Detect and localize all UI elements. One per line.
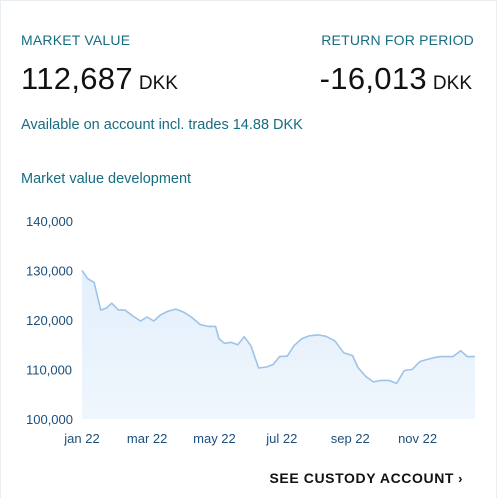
x-tick-label: jan 22 xyxy=(63,431,99,446)
available-on-account: Available on account incl. trades 14.88 … xyxy=(21,117,303,133)
x-tick-label: jul 22 xyxy=(265,431,297,446)
see-custody-account-link[interactable]: SEE CUSTODY ACCOUNT › xyxy=(269,470,463,486)
x-axis: jan 22 mar 22 may 22 jul 22 sep 22 nov 22 xyxy=(63,431,437,446)
market-value-label: MARKET VALUE xyxy=(21,32,131,48)
x-tick-label: sep 22 xyxy=(331,431,370,446)
return-for-period-label: RETURN FOR PERIOD xyxy=(321,32,474,48)
return-currency: DKK xyxy=(432,73,472,94)
y-tick-label: 100,000 xyxy=(26,412,73,427)
y-tick-label: 130,000 xyxy=(26,264,73,279)
chevron-right-icon: › xyxy=(458,471,463,486)
chart-title: Market value development xyxy=(21,171,192,187)
y-axis: 100,000 110,000 120,000 130,000 140,000 xyxy=(26,214,73,427)
plot-area xyxy=(81,270,475,419)
market-value-amount: 112,687 xyxy=(21,61,133,96)
market-value-area xyxy=(82,270,475,419)
see-custody-account-label: SEE CUSTODY ACCOUNT xyxy=(269,470,455,486)
return-value: -16,013 DKK xyxy=(320,61,472,97)
x-tick-label: mar 22 xyxy=(127,431,167,446)
y-tick-label: 140,000 xyxy=(26,214,73,229)
return-amount: -16,013 xyxy=(319,61,427,96)
market-value-currency: DKK xyxy=(138,73,178,94)
y-tick-label: 110,000 xyxy=(26,363,72,378)
y-tick-label: 120,000 xyxy=(26,313,73,328)
x-tick-label: nov 22 xyxy=(398,431,437,446)
x-tick-label: may 22 xyxy=(193,431,236,446)
market-value-chart: 100,000 110,000 120,000 130,000 140,000 jan … xyxy=(26,214,475,446)
market-value: 112,687 DKK xyxy=(21,61,178,97)
market-value-line xyxy=(81,270,475,385)
